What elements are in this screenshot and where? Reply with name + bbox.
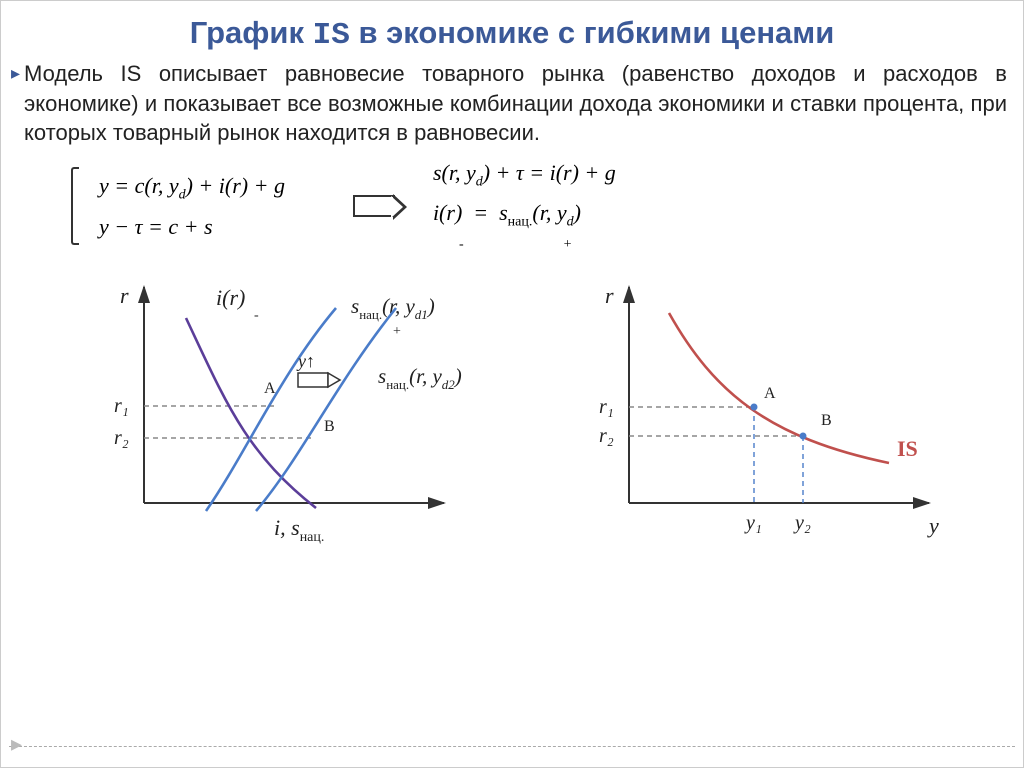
eq-left-2: y − τ = c + s <box>99 214 285 240</box>
svg-text:-: - <box>254 308 259 323</box>
footer-divider <box>9 746 1015 747</box>
sign-plus: + <box>564 237 572 253</box>
chart-right: r y r₁ r₂ y₁ y₂ IS A B <box>569 253 949 548</box>
svg-text:r₁: r₁ <box>114 395 129 417</box>
svg-text:r₂: r₂ <box>599 425 614 447</box>
svg-text:A: A <box>264 380 276 397</box>
svg-text:r₂: r₂ <box>114 427 129 449</box>
svg-text:y↑: y↑ <box>296 351 315 371</box>
eq-right-2: i(r) = sнац.(r, yd) <box>433 200 616 230</box>
title-mono: IS <box>313 18 350 53</box>
svg-text:sнац.(r, yd2): sнац.(r, yd2) <box>378 364 462 392</box>
svg-text:sнац.(r, yd1): sнац.(r, yd1) <box>351 294 435 322</box>
slide: График IS в экономике с гибкими ценами ▸… <box>0 0 1024 768</box>
footer-bullet-icon: ▸ <box>11 731 22 757</box>
eq-right-1: s(r, yd) + τ = i(r) + g <box>433 160 616 190</box>
svg-text:A: A <box>764 385 776 402</box>
svg-text:y₂: y₂ <box>793 512 811 534</box>
svg-text:y₁: y₁ <box>744 512 762 534</box>
charts-row: r i, sнац. r₁ r₂ i(r)- sнац.(r, yd1) + sнац.(r,… <box>1 253 1023 548</box>
svg-text:+: + <box>393 324 401 339</box>
eq-left-1: y = c(r, yd) + i(r) + g <box>99 173 285 203</box>
equations-row: y = c(r, yd) + i(r) + g y − τ = c + s s(… <box>1 160 1023 253</box>
eq-right-2-signs: - + <box>459 237 616 253</box>
sign-minus: - <box>459 237 464 253</box>
equation-bracket <box>71 167 79 245</box>
equations-left: y = c(r, yd) + i(r) + g y − τ = c + s <box>99 173 285 239</box>
bullet-icon: ▸ <box>11 59 24 148</box>
title-post: в экономике с гибкими ценами <box>350 15 834 50</box>
svg-text:y: y <box>927 513 939 538</box>
svg-text:B: B <box>324 418 335 435</box>
svg-text:B: B <box>821 412 832 429</box>
svg-text:r: r <box>605 283 614 308</box>
svg-text:i(r): i(r) <box>216 285 245 310</box>
svg-text:i, sнац.: i, sнац. <box>274 515 324 545</box>
implies-arrow <box>341 195 407 217</box>
slide-title: График IS в экономике с гибкими ценами <box>1 1 1023 59</box>
body-text: Модель IS описывает равновесие товарного… <box>24 59 1007 148</box>
svg-text:r₁: r₁ <box>599 396 614 418</box>
chart-left: r i, sнац. r₁ r₂ i(r)- sнац.(r, yd1) + sнац.(r,… <box>76 253 476 548</box>
svg-text:r: r <box>120 283 129 308</box>
body-paragraph: ▸ Модель IS описывает равновесие товарно… <box>1 59 1023 148</box>
equations-right: s(r, yd) + τ = i(r) + g i(r) = sнац.(r, … <box>433 160 616 253</box>
title-pre: График <box>190 15 313 50</box>
svg-text:IS: IS <box>897 436 918 461</box>
